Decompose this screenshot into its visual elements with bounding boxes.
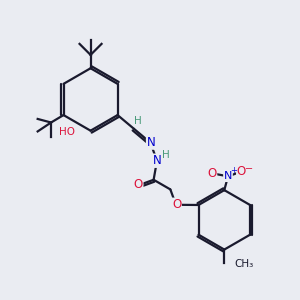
Text: +: +	[230, 167, 237, 176]
Text: H: H	[162, 150, 170, 161]
Text: N: N	[153, 154, 162, 167]
Text: O: O	[237, 165, 246, 178]
Text: N: N	[224, 171, 232, 181]
Text: O: O	[134, 178, 143, 191]
Text: O: O	[207, 167, 217, 180]
Text: O: O	[172, 198, 181, 211]
Text: −: −	[245, 164, 253, 174]
Text: N: N	[147, 136, 155, 149]
Text: HO: HO	[59, 127, 75, 137]
Text: CH₃: CH₃	[235, 259, 254, 269]
Text: H: H	[134, 116, 141, 125]
